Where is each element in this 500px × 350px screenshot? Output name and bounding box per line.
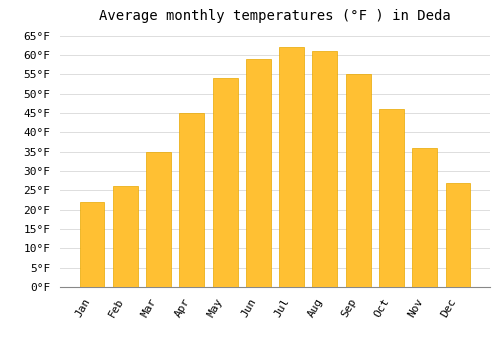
Bar [212, 78, 238, 287]
Bar [279, 47, 304, 287]
Bar [113, 187, 138, 287]
Bar [80, 202, 104, 287]
Bar [379, 109, 404, 287]
Bar [312, 51, 338, 287]
Bar [412, 148, 437, 287]
Bar [180, 113, 204, 287]
Bar [146, 152, 171, 287]
Bar [346, 75, 370, 287]
Bar [246, 59, 271, 287]
Title: Average monthly temperatures (°F ) in Deda: Average monthly temperatures (°F ) in De… [99, 9, 451, 23]
Bar [446, 183, 470, 287]
